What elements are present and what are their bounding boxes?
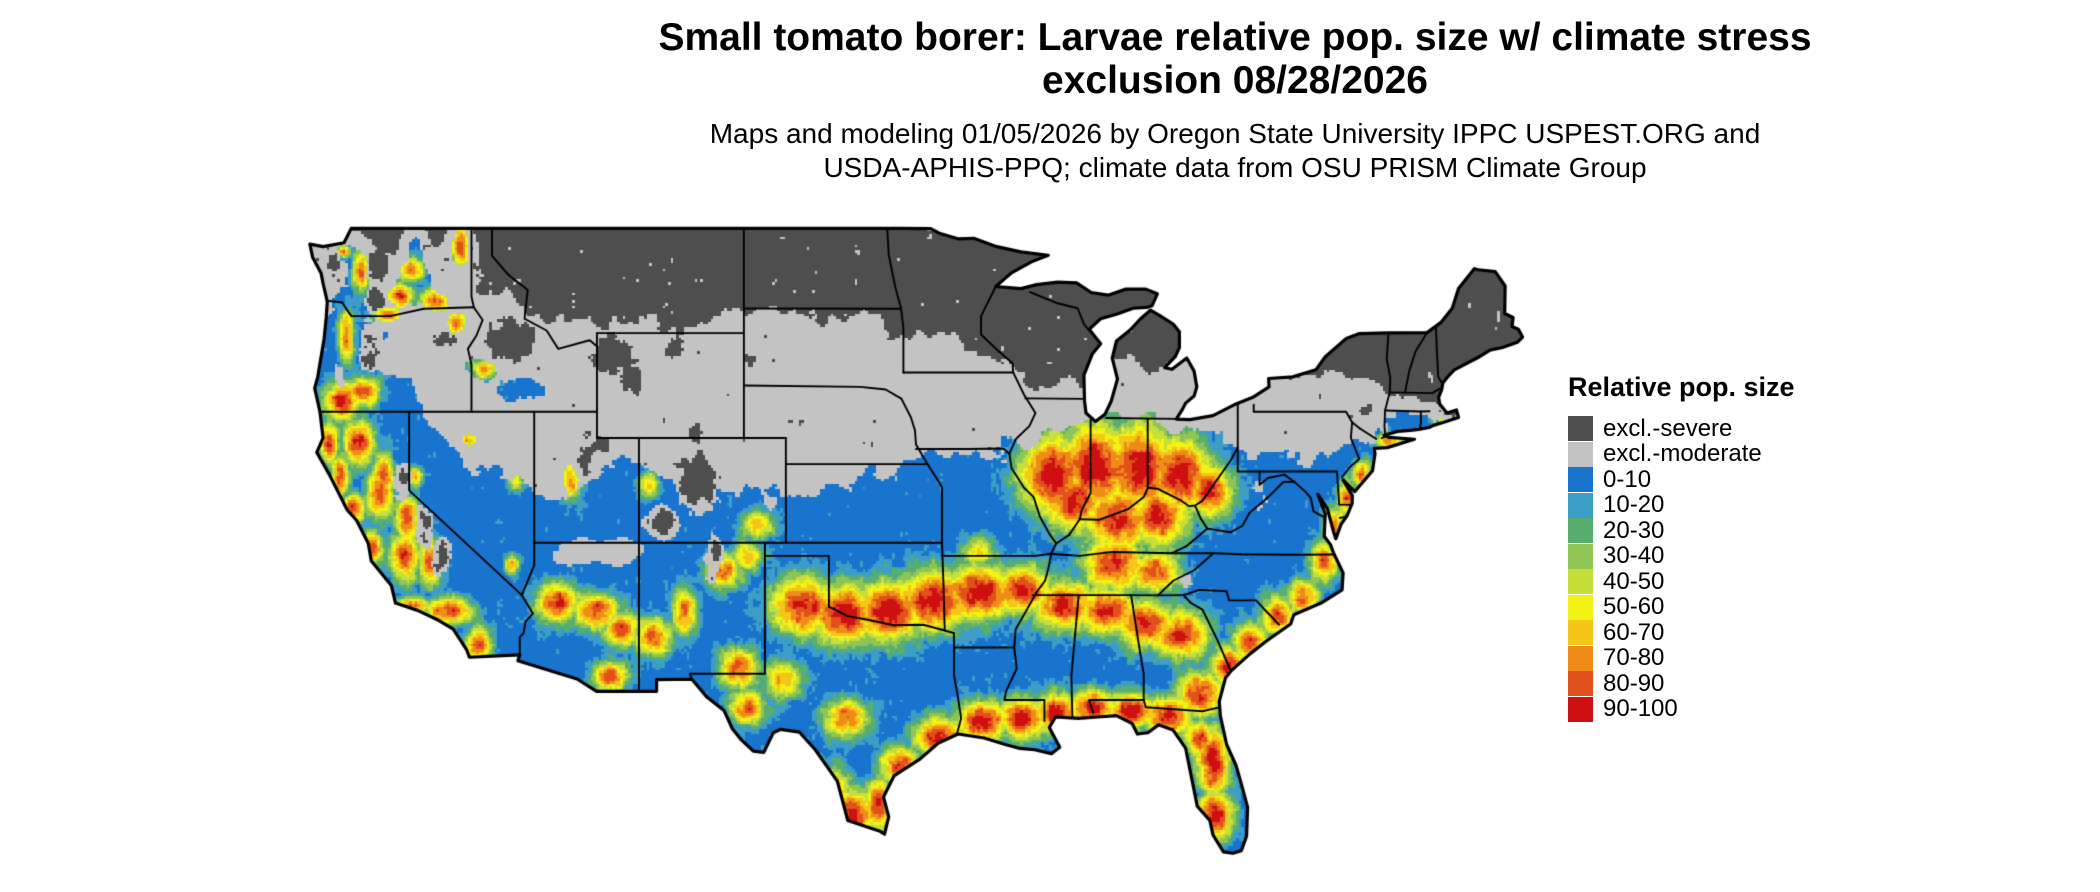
legend: Relative pop. size excl.-severe excl.-mod…: [1568, 372, 1795, 722]
legend-swatch: [1568, 441, 1593, 467]
legend-swatch: [1568, 671, 1593, 697]
map-header: Small tomato borer: Larvae relative pop.…: [370, 16, 2100, 185]
legend-item: 60-70: [1568, 618, 1795, 646]
legend-item: 50-60: [1568, 593, 1795, 621]
legend-item: 80-90: [1568, 669, 1795, 697]
legend-swatch: [1568, 543, 1593, 569]
legend-swatch: [1568, 645, 1593, 671]
legend-item-label: 50-60: [1603, 593, 1665, 621]
legend-item: 40-50: [1568, 567, 1795, 595]
legend-items: excl.-severe excl.-moderate 0-10 10-20 20-30…: [1568, 414, 1795, 723]
legend-swatch: [1568, 416, 1593, 442]
legend-item-label: excl.-severe: [1603, 414, 1733, 442]
legend-item: 0-10: [1568, 465, 1795, 493]
map-title-line1: Small tomato borer: Larvae relative pop.…: [658, 16, 1812, 59]
legend-item-label: excl.-moderate: [1603, 440, 1762, 468]
map-subtitle-line2: USDA-APHIS-PPQ; climate data from OSU PR…: [823, 152, 1647, 183]
legend-item-label: 20-30: [1603, 516, 1665, 544]
legend-item-label: 70-80: [1603, 644, 1665, 672]
legend-item-label: 40-50: [1603, 567, 1665, 595]
legend-item: excl.-moderate: [1568, 440, 1795, 468]
legend-item: 90-100: [1568, 695, 1795, 723]
legend-item: excl.-severe: [1568, 414, 1795, 442]
map-subtitle: Maps and modeling 01/05/2026 by Oregon S…: [370, 117, 2100, 185]
legend-item-label: 0-10: [1603, 465, 1652, 493]
legend-swatch: [1568, 518, 1593, 544]
legend-item-label: 30-40: [1603, 542, 1665, 570]
map-subtitle-line1: Maps and modeling 01/05/2026 by Oregon S…: [709, 118, 1761, 149]
legend-swatch: [1568, 492, 1593, 518]
legend-item-label: 80-90: [1603, 669, 1665, 697]
map-title-line2: exclusion 08/28/2026: [1042, 59, 1428, 102]
map-title: Small tomato borer: Larvae relative pop.…: [370, 16, 2100, 102]
legend-item: 30-40: [1568, 542, 1795, 570]
legend-swatch: [1568, 467, 1593, 493]
legend-item-label: 10-20: [1603, 491, 1665, 519]
us-pest-risk-map-canvas: [300, 210, 1532, 886]
legend-item-label: 90-100: [1603, 695, 1678, 723]
legend-swatch: [1568, 696, 1593, 722]
legend-swatch: [1568, 594, 1593, 620]
legend-title: Relative pop. size: [1568, 372, 1795, 402]
legend-item: 10-20: [1568, 491, 1795, 519]
legend-item: 20-30: [1568, 516, 1795, 544]
legend-swatch: [1568, 620, 1593, 646]
legend-item-label: 60-70: [1603, 618, 1665, 646]
legend-item: 70-80: [1568, 644, 1795, 672]
legend-swatch: [1568, 569, 1593, 595]
